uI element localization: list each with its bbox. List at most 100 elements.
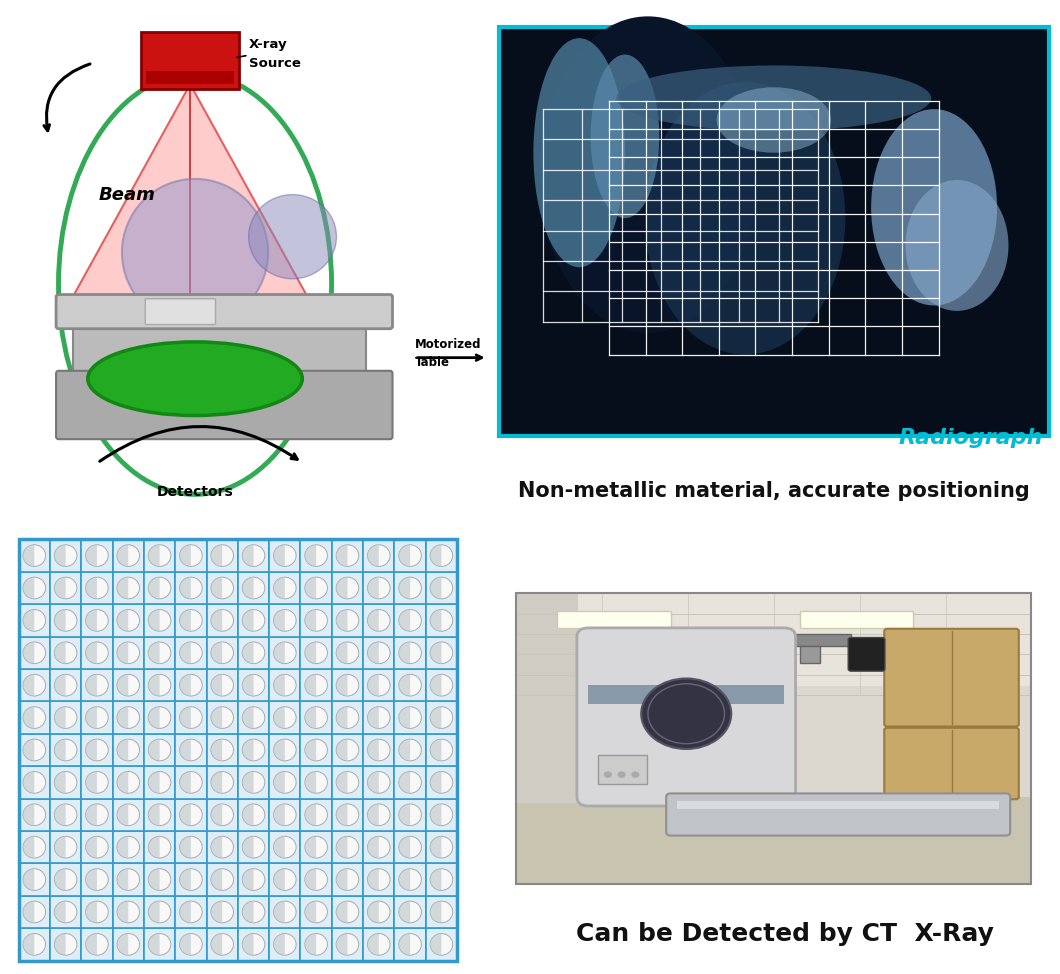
Circle shape (148, 771, 171, 793)
Wedge shape (23, 674, 34, 696)
Bar (175, 604, 207, 637)
Bar (19, 799, 50, 831)
Wedge shape (117, 901, 128, 922)
Bar (19, 863, 50, 896)
Bar (146, 71, 234, 84)
Text: Detectors: Detectors (157, 485, 233, 499)
Bar (394, 831, 426, 863)
Wedge shape (148, 901, 160, 922)
Wedge shape (179, 544, 191, 567)
Bar (394, 896, 426, 928)
Bar (144, 540, 175, 572)
Circle shape (336, 674, 358, 696)
Circle shape (179, 869, 202, 890)
Wedge shape (211, 869, 223, 890)
Text: Non-metallic material, accurate positioning: Non-metallic material, accurate position… (518, 481, 1029, 501)
Ellipse shape (540, 17, 757, 333)
Circle shape (305, 869, 328, 890)
Bar (237, 669, 269, 701)
Circle shape (368, 544, 390, 567)
Circle shape (54, 642, 77, 663)
Wedge shape (179, 707, 191, 729)
Wedge shape (305, 933, 316, 955)
Circle shape (336, 578, 358, 599)
Bar (332, 928, 364, 960)
Bar (364, 896, 394, 928)
FancyBboxPatch shape (577, 628, 796, 806)
Wedge shape (117, 837, 128, 858)
Circle shape (305, 837, 328, 858)
Circle shape (211, 804, 233, 826)
Circle shape (117, 578, 140, 599)
Circle shape (399, 544, 422, 567)
Wedge shape (179, 901, 191, 922)
Bar (144, 604, 175, 637)
Bar (50, 896, 82, 928)
Circle shape (179, 610, 202, 631)
Wedge shape (336, 642, 348, 663)
Circle shape (148, 739, 171, 761)
Circle shape (305, 901, 328, 922)
Bar (364, 799, 394, 831)
Circle shape (23, 610, 46, 631)
Circle shape (23, 771, 46, 793)
Circle shape (179, 901, 202, 922)
Circle shape (211, 674, 233, 696)
Text: Radiograph: Radiograph (898, 429, 1043, 448)
Circle shape (23, 804, 46, 826)
Wedge shape (23, 771, 34, 793)
Circle shape (148, 544, 171, 567)
Circle shape (243, 707, 265, 729)
Bar (237, 831, 269, 863)
Bar (516, 687, 1031, 803)
Wedge shape (86, 804, 96, 826)
Wedge shape (368, 707, 378, 729)
Bar (112, 604, 144, 637)
Bar (364, 604, 394, 637)
Wedge shape (430, 869, 441, 890)
Bar (112, 831, 144, 863)
Wedge shape (86, 544, 96, 567)
Bar (300, 896, 332, 928)
Circle shape (54, 901, 77, 922)
Circle shape (273, 610, 296, 631)
Wedge shape (86, 901, 96, 922)
Bar (364, 701, 394, 733)
Bar (237, 540, 269, 572)
Wedge shape (243, 610, 253, 631)
Bar (175, 637, 207, 669)
Wedge shape (179, 869, 191, 890)
Bar (332, 669, 364, 701)
Circle shape (399, 869, 422, 890)
Circle shape (54, 610, 77, 631)
Ellipse shape (871, 109, 997, 306)
Circle shape (148, 804, 171, 826)
Bar (50, 767, 82, 799)
Wedge shape (117, 544, 128, 567)
Bar (394, 669, 426, 701)
Wedge shape (179, 739, 191, 761)
Wedge shape (243, 578, 253, 599)
Wedge shape (273, 610, 285, 631)
Wedge shape (117, 804, 128, 826)
Bar (394, 799, 426, 831)
Circle shape (179, 739, 202, 761)
Bar (144, 831, 175, 863)
Bar (332, 799, 364, 831)
Bar (82, 831, 112, 863)
Circle shape (430, 707, 453, 729)
Circle shape (336, 707, 358, 729)
Bar (50, 669, 82, 701)
Circle shape (86, 739, 108, 761)
Bar (394, 767, 426, 799)
Wedge shape (430, 610, 441, 631)
Wedge shape (368, 578, 378, 599)
Bar (426, 799, 457, 831)
Circle shape (273, 739, 296, 761)
Bar (237, 928, 269, 960)
Bar (112, 799, 144, 831)
Wedge shape (243, 837, 253, 858)
Wedge shape (54, 707, 66, 729)
Bar (332, 701, 364, 733)
Wedge shape (117, 674, 128, 696)
